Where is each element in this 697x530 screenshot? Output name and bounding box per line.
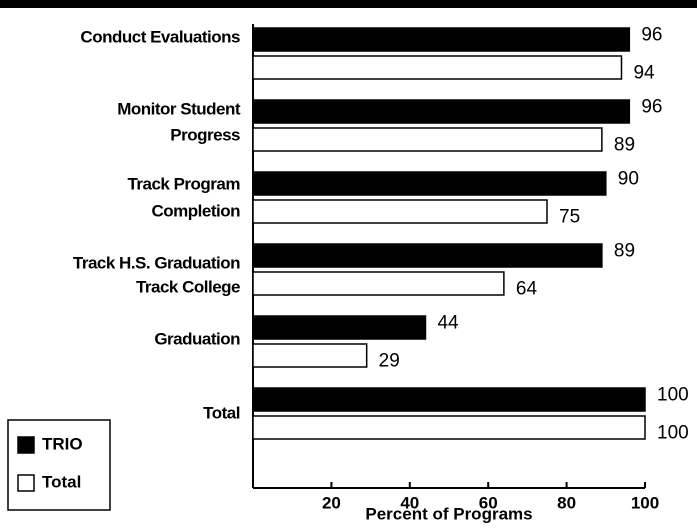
x-tick-label: 60 <box>479 493 498 512</box>
bar <box>252 315 427 340</box>
category-label: Graduation <box>154 329 240 348</box>
value-label: 44 <box>437 313 459 334</box>
category-label: Progress <box>170 125 240 144</box>
value-label: 96 <box>641 97 662 118</box>
bar <box>252 27 631 52</box>
category-label: Track Program <box>127 174 240 193</box>
category-label: Track H.S. Graduation <box>73 253 240 272</box>
top-band <box>0 0 697 8</box>
value-label: 90 <box>618 169 639 190</box>
x-tick-label: 100 <box>631 493 659 512</box>
legend-label: TRIO <box>42 434 83 453</box>
value-label: 89 <box>614 241 635 262</box>
value-label: 75 <box>559 207 580 228</box>
x-tick-label: 80 <box>557 493 576 512</box>
bar <box>252 55 623 80</box>
legend-swatch <box>17 436 35 454</box>
category-label: Conduct Evaluations <box>80 27 240 46</box>
x-tick-label: 20 <box>322 493 341 512</box>
value-label: 64 <box>516 279 538 300</box>
value-label: 29 <box>379 351 400 372</box>
bar <box>252 343 368 368</box>
legend-swatch <box>17 474 35 492</box>
bar <box>252 415 646 440</box>
bar <box>252 99 631 124</box>
value-label: 96 <box>641 25 662 46</box>
x-axis-title: Percent of Programs <box>365 504 532 523</box>
category-label: Monitor Student <box>117 99 241 118</box>
value-label: 100 <box>657 385 689 406</box>
legend-box <box>7 419 111 511</box>
category-label: Total <box>203 403 240 422</box>
bar <box>252 171 607 196</box>
value-label: 94 <box>633 63 655 84</box>
legend-label: Total <box>42 472 81 491</box>
x-tick-label: 40 <box>400 493 419 512</box>
value-label: 100 <box>657 423 689 444</box>
bar <box>252 199 548 224</box>
bar <box>252 127 603 152</box>
bar <box>252 243 603 268</box>
bar <box>252 271 505 296</box>
category-label: Completion <box>152 201 241 220</box>
value-label: 89 <box>614 135 635 156</box>
category-label: Track College <box>136 277 240 296</box>
bar <box>252 387 646 412</box>
